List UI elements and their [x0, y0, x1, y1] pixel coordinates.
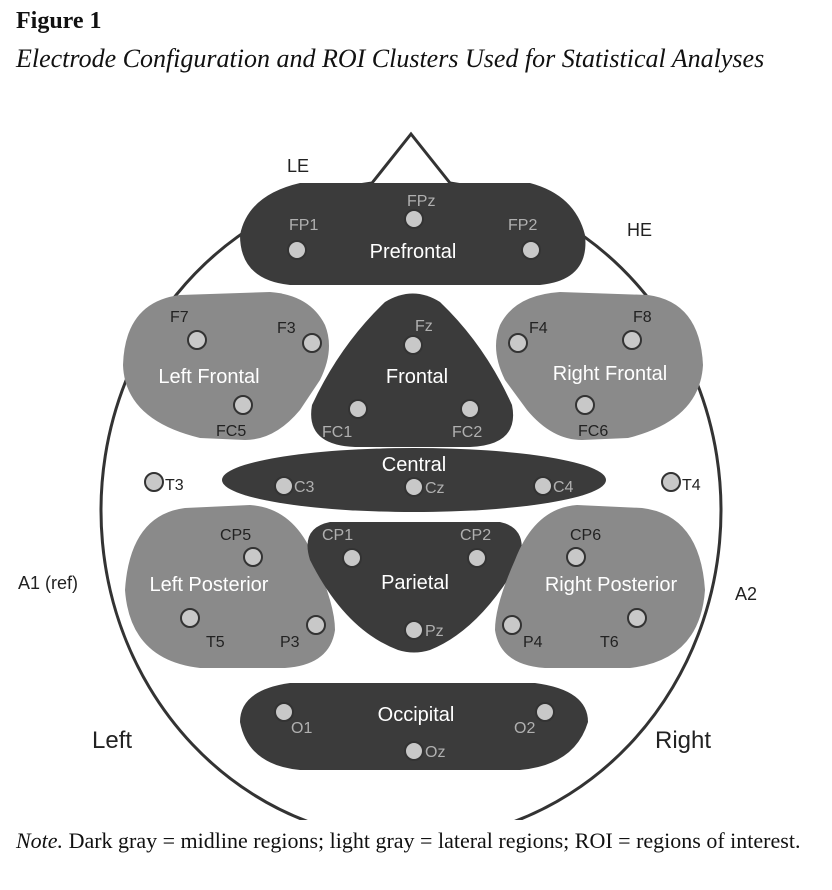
electrode-label-O2: O2 — [514, 720, 535, 737]
electrode-label-Pz: Pz — [425, 623, 444, 640]
region-label-right-posterior: Right Posterior — [545, 574, 678, 596]
electrode-CP2: CP2 — [460, 527, 491, 568]
electrode-F8: F8 — [622, 309, 652, 350]
electrode-label-F3: F3 — [277, 320, 296, 337]
region-label-prefrontal: Prefrontal — [370, 241, 457, 263]
figure-note: Note. Dark gray = midline regions; light… — [16, 826, 806, 855]
region-label-central: Central — [382, 454, 446, 476]
electrode-label-T4: T4 — [682, 477, 701, 494]
note-text: Dark gray = midline regions; light gray … — [63, 828, 801, 853]
electrode-FP2: FP2 — [508, 217, 541, 260]
figure-title: Electrode Configuration and ROI Clusters… — [16, 44, 765, 73]
electrode-FC1: FC1 — [322, 399, 368, 441]
electrode-label-FPz: FPz — [407, 193, 435, 210]
electrode-T3: T3 — [144, 472, 184, 494]
electrode-CP1: CP1 — [322, 527, 362, 568]
electrode-label-CP5: CP5 — [220, 527, 251, 544]
electrode-label-FC6: FC6 — [578, 423, 608, 440]
region-right-frontal — [496, 292, 703, 440]
region-label-occipital: Occipital — [378, 704, 455, 726]
electrode-O1: O1 — [274, 702, 312, 737]
electrode-CP5: CP5 — [220, 527, 263, 567]
electrode-F7: F7 — [170, 309, 207, 350]
label-left-side: Left — [92, 727, 132, 754]
electrode-FC6: FC6 — [575, 395, 608, 440]
electrode-label-CP6: CP6 — [570, 527, 601, 544]
region-label-frontal: Frontal — [386, 366, 448, 388]
region-left-posterior — [125, 505, 335, 668]
region-label-left-frontal: Left Frontal — [158, 366, 259, 388]
label-A1-ref: A1 (ref) — [18, 573, 78, 593]
electrode-label-F7: F7 — [170, 309, 189, 326]
electrode-label-T3: T3 — [165, 477, 184, 494]
region-label-parietal: Parietal — [381, 572, 449, 594]
label-right-side: Right — [655, 727, 711, 754]
electrode-label-P3: P3 — [280, 634, 300, 651]
electrode-label-C3: C3 — [294, 479, 315, 496]
electrode-FPz: FPz — [404, 193, 435, 229]
electrode-F3: F3 — [277, 320, 322, 353]
electrode-FC5: FC5 — [216, 395, 253, 440]
electrode-label-C4: C4 — [553, 479, 574, 496]
electrode-label-F8: F8 — [633, 309, 652, 326]
electrode-label-Fz: Fz — [415, 318, 433, 335]
electrode-label-F4: F4 — [529, 320, 548, 337]
electrode-CP6: CP6 — [566, 527, 601, 567]
region-left-frontal — [123, 292, 329, 440]
electrode-FP1: FP1 — [287, 217, 318, 260]
electrode-P4: P4 — [502, 615, 543, 651]
region-right-posterior — [495, 505, 705, 668]
electrode-T6: T6 — [600, 608, 647, 651]
region-label-left-posterior: Left Posterior — [150, 574, 269, 596]
electrode-label-CP2: CP2 — [460, 527, 491, 544]
electrode-T5: T5 — [180, 608, 225, 651]
figure-label: Figure 1 — [16, 8, 102, 34]
note-label: Note. — [16, 828, 64, 853]
electrode-F4: F4 — [508, 320, 548, 353]
region-prefrontal — [240, 183, 586, 285]
electrode-label-FP1: FP1 — [289, 217, 318, 234]
label-HE: HE — [627, 220, 652, 240]
electrode-label-FP2: FP2 — [508, 217, 537, 234]
electrode-Cz: Cz — [404, 477, 445, 497]
electrode-label-Oz: Oz — [425, 744, 445, 761]
electrode-label-FC1: FC1 — [322, 424, 352, 441]
electrode-label-T6: T6 — [600, 634, 619, 651]
electrode-label-FC2: FC2 — [452, 424, 482, 441]
electrode-Pz: Pz — [404, 620, 444, 640]
electrode-Fz: Fz — [403, 318, 433, 355]
electrode-label-P4: P4 — [523, 634, 543, 651]
label-LE: LE — [287, 156, 309, 176]
electrode-FC2: FC2 — [452, 399, 482, 441]
electrode-C3: C3 — [274, 476, 315, 496]
electrode-label-FC5: FC5 — [216, 423, 246, 440]
electrode-label-T5: T5 — [206, 634, 225, 651]
electrode-Oz: Oz — [404, 741, 445, 761]
electrode-label-CP1: CP1 — [322, 527, 353, 544]
electrode-label-Cz: Cz — [425, 480, 445, 497]
region-occipital — [240, 683, 588, 770]
electrode-C4: C4 — [533, 476, 574, 496]
electrode-diagram: Prefrontal Left Frontal Frontal Right Fr… — [18, 131, 757, 820]
electrode-label-O1: O1 — [291, 720, 312, 737]
electrode-P3: P3 — [280, 615, 326, 651]
electrode-T4: T4 — [661, 472, 701, 494]
region-label-right-frontal: Right Frontal — [553, 363, 668, 385]
label-A2: A2 — [735, 584, 757, 604]
electrode-O2: O2 — [514, 702, 555, 737]
